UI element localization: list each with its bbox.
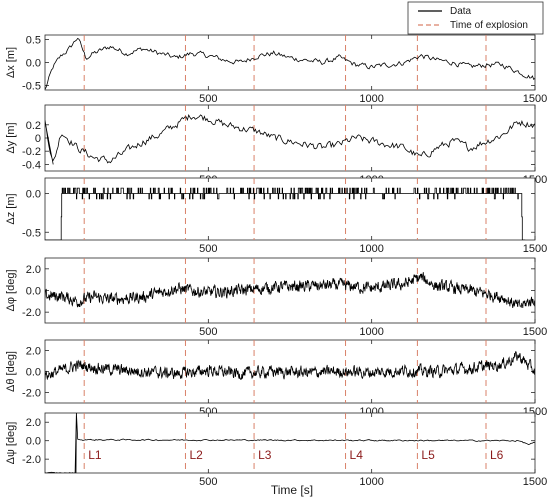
legend-box	[407, 1, 544, 35]
axes-frame	[44, 104, 536, 172]
legend: Data Time of explosion	[407, 1, 544, 35]
axes-frame	[44, 177, 536, 241]
y-tick-label: 2.0	[26, 264, 41, 276]
y-tick-label: -0.4	[22, 159, 41, 171]
data-series-line	[45, 37, 535, 90]
x-tick-label: 1500	[523, 326, 547, 338]
y-tick-label: 0.0	[26, 286, 41, 298]
x-axis-label: Time [s]	[271, 483, 313, 497]
subplot-1: 0.5 0.0 -0.5 500 1000 1500 Δx [m]	[5, 35, 547, 105]
explosion-label-L4: L4	[350, 448, 364, 462]
y-axis-label: Δz [m]	[5, 193, 17, 224]
explosion-label-L6: L6	[490, 448, 504, 462]
y-tick-label: -2.0	[22, 388, 41, 400]
y-axis-label: Δx [m]	[5, 47, 17, 78]
y-axis-label: Δψ [deg]	[5, 422, 17, 465]
y-tick-label: 0.0	[26, 58, 41, 70]
y-tick-label: 2.0	[26, 346, 41, 358]
y-tick-label: 0.0	[26, 189, 41, 201]
y-tick-label: -2.0	[22, 307, 41, 319]
data-series-line	[45, 187, 526, 240]
subplot-6: 2.0 0.0 -2.0 500 1000 1500 Δψ [deg] L1 L2 L3 L4 L5 L…	[5, 412, 547, 488]
legend-entry-explosion: Time of explosion	[450, 20, 528, 31]
subplot-4: 2.0 0.0 -2.0 500 1000 1500 Δφ [deg]	[5, 257, 547, 338]
y-tick-label: 0	[35, 133, 41, 145]
y-tick-label: -0.5	[22, 227, 41, 239]
y-tick-label: -2.0	[22, 454, 41, 466]
y-tick-label: 0.2	[26, 120, 41, 132]
data-series-line	[45, 350, 535, 380]
x-tick-label: 1500	[523, 93, 547, 105]
legend-entry-data: Data	[450, 6, 472, 17]
y-tick-label: -0.2	[22, 146, 41, 158]
subplot-3: 0.0 -0.5 500 1000 1500 Δz [m]	[5, 177, 547, 255]
x-tick-label: 1000	[359, 476, 383, 488]
axes-frame	[44, 34, 536, 91]
x-tick-label: 1500	[523, 243, 547, 255]
subplot-2: 0.20-0.2-0.450010001500Δy [m]	[5, 104, 547, 186]
x-tick-label: 1500	[523, 476, 547, 488]
explosion-label-L2: L2	[189, 448, 203, 462]
data-series-line	[45, 413, 535, 473]
x-tick-label: 1000	[359, 243, 383, 255]
data-series-line	[45, 114, 535, 165]
x-tick-label: 500	[199, 93, 217, 105]
y-axis-label: Δφ [deg]	[5, 269, 17, 311]
y-tick-label: 0.0	[26, 367, 41, 379]
x-tick-label: 1000	[359, 326, 383, 338]
y-tick-label: 2.0	[26, 417, 41, 429]
y-tick-label: 0.5	[26, 35, 41, 47]
subplot-stack: 0.5 0.0 -0.5 500 1000 1500 Δx [m] 0.20-0.2-0.4 5…	[5, 35, 547, 488]
axes-frame	[44, 412, 536, 474]
y-axis-label: Δy [m]	[5, 122, 17, 153]
explosion-label-L5: L5	[421, 448, 435, 462]
explosion-label-L1: L1	[88, 448, 102, 462]
y-axis-label: Δθ [deg]	[5, 351, 17, 392]
data-series-line	[45, 272, 535, 309]
y-tick-label: 0.0	[26, 436, 41, 448]
explosion-label-L3: L3	[258, 448, 272, 462]
x-tick-label: 500	[199, 326, 217, 338]
x-tick-label: 1000	[359, 93, 383, 105]
y-tick-label: -0.5	[22, 80, 41, 92]
x-tick-label: 500	[199, 476, 217, 488]
x-tick-label: 500	[199, 243, 217, 255]
